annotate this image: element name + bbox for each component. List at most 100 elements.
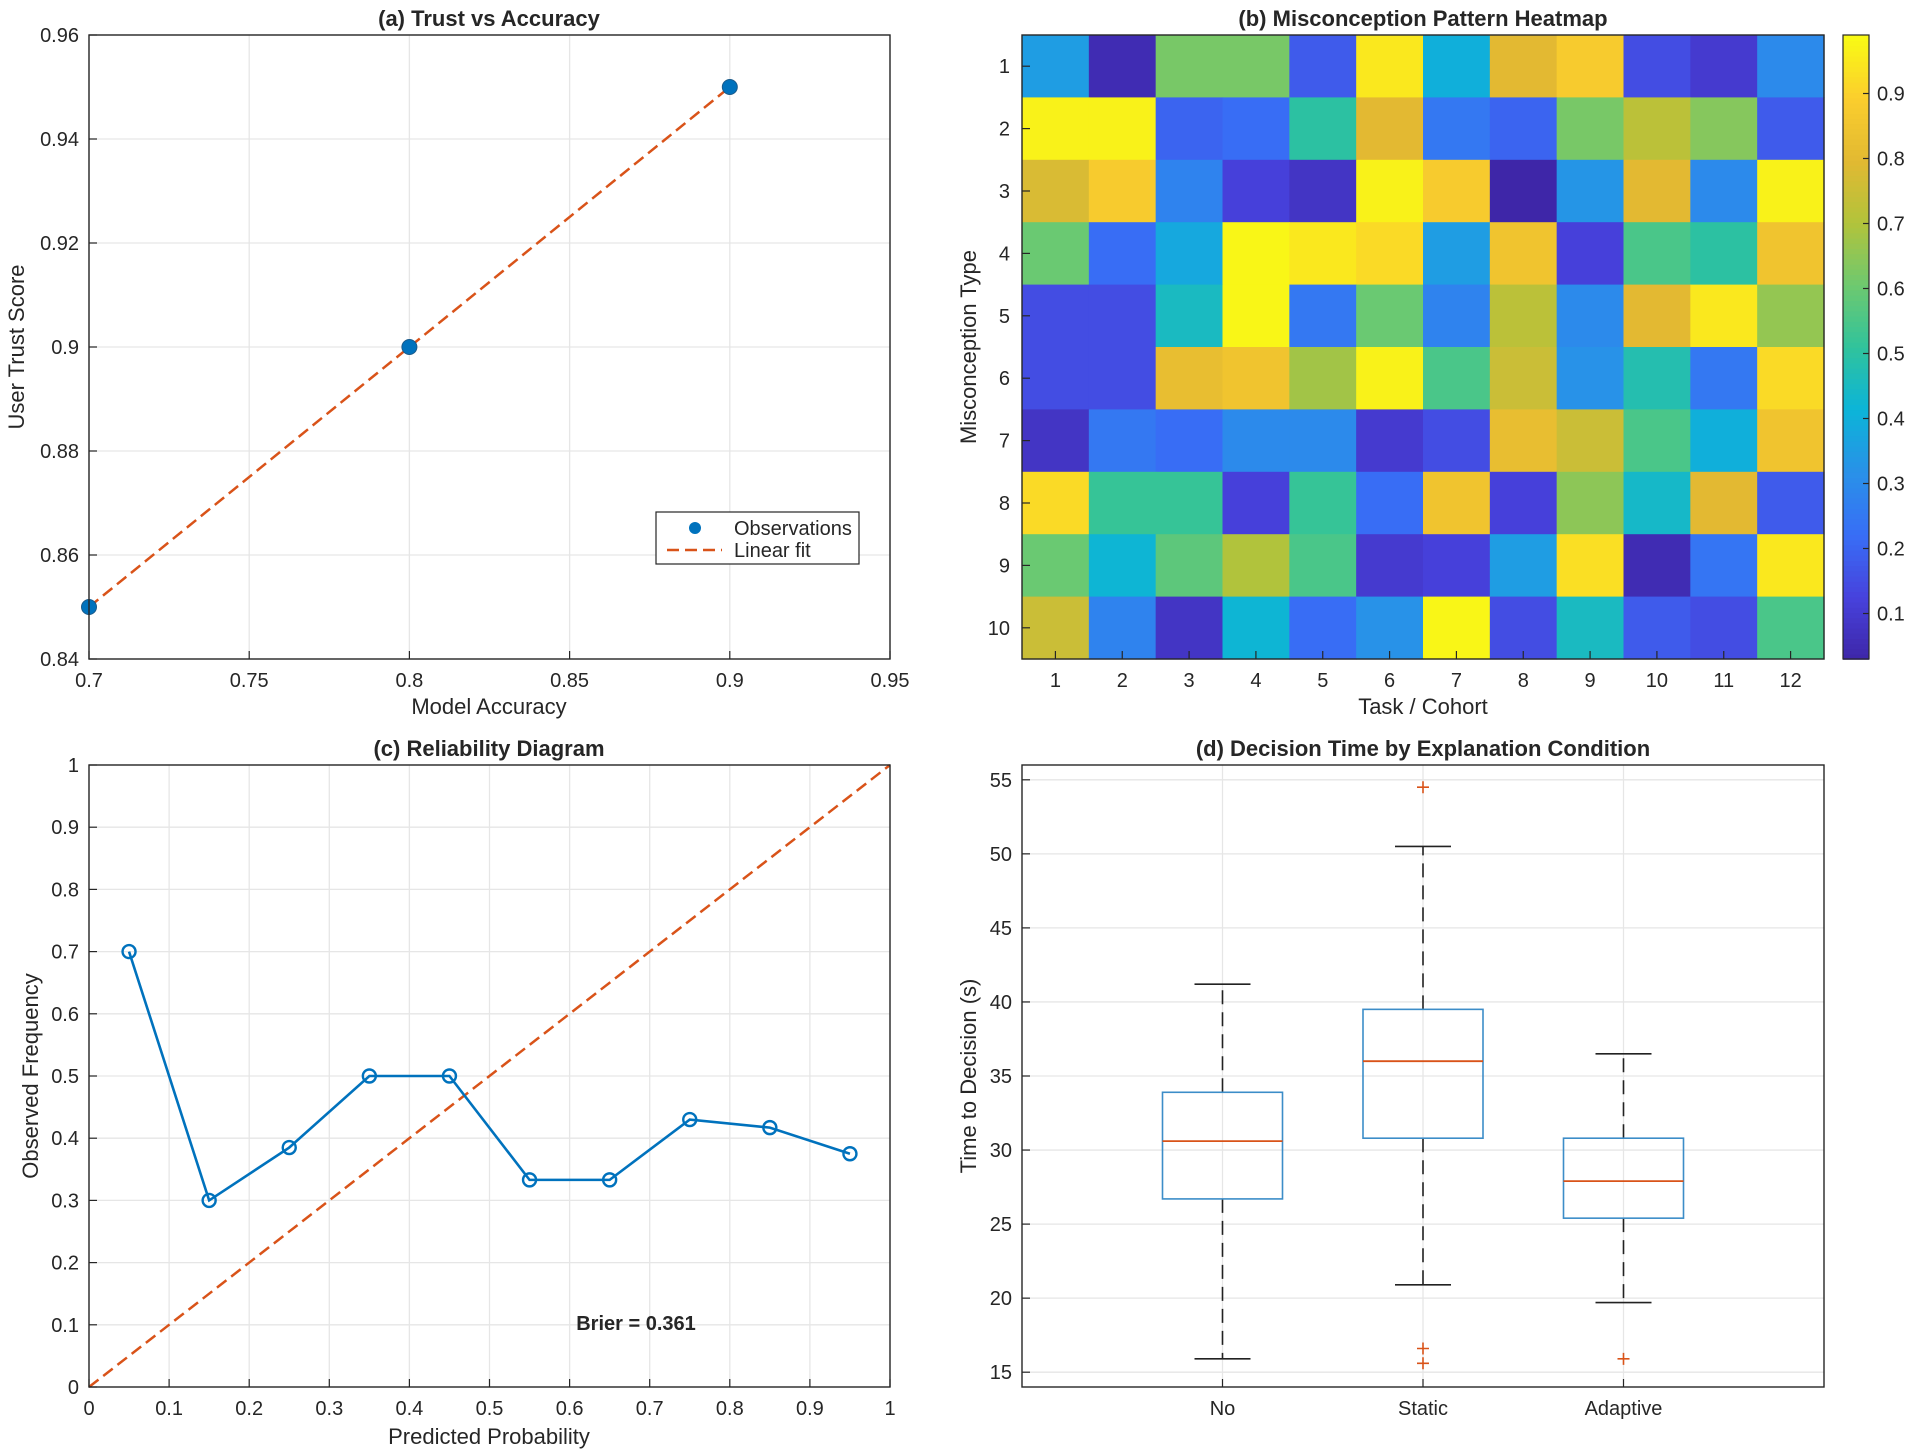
colorbar-segment [1843, 315, 1869, 322]
heatmap-cell [1489, 534, 1558, 598]
colorbar-segment [1843, 305, 1869, 312]
colorbar-segment [1843, 66, 1869, 73]
colorbar-segment [1843, 180, 1869, 187]
colorbar-segment [1843, 529, 1869, 535]
panel-d-ytick-label: 20 [990, 1288, 1012, 1310]
colorbar-segment [1843, 159, 1869, 166]
panel-misconception-heatmap: (b) Misconception Pattern Heatmap Task /… [956, 6, 1905, 719]
heatmap-cell [1623, 222, 1691, 286]
panel-c-title: (c) Reliability Diagram [373, 736, 604, 761]
panel-c-xlabel: Predicted Probability [388, 1424, 590, 1449]
colorbar-segment [1843, 61, 1869, 67]
heatmap-cell [1222, 222, 1290, 286]
heatmap-cell [1423, 471, 1491, 535]
colorbar-frame [1842, 34, 1870, 660]
panel-c-ytick-label: 0.5 [51, 1066, 79, 1088]
heatmap-cell [1356, 97, 1424, 161]
heatmap-cell [1088, 159, 1157, 223]
heatmap-cell [1556, 222, 1625, 286]
colorbar-segment [1843, 92, 1869, 99]
heatmap-cell [1556, 159, 1625, 223]
heatmap-cell [1356, 534, 1424, 598]
colorbar-segment [1843, 341, 1869, 348]
heatmap-cell [1556, 35, 1625, 98]
colorbar-segment [1843, 217, 1869, 223]
heatmap-cell [1022, 347, 1090, 410]
colorbar-segment [1843, 570, 1869, 577]
heatmap-cell [1556, 347, 1625, 410]
panel-b-xtick-label: 5 [1317, 670, 1328, 692]
panel-a-ytick-label: 0.86 [40, 545, 79, 567]
panel-a-xlabel: Model Accuracy [411, 694, 566, 719]
heatmap-cell [1222, 596, 1290, 660]
colorbar-segment [1843, 170, 1869, 177]
panel-b-xtick-label: 8 [1518, 670, 1529, 692]
panel-b-ylabel: Misconception Type [956, 250, 981, 444]
heatmap-cell [1757, 35, 1825, 98]
colorbar-segment [1843, 471, 1869, 478]
colorbar-segment [1843, 185, 1869, 192]
heatmap-cell [1356, 347, 1424, 410]
colorbar-segment [1843, 477, 1869, 483]
panel-d-ytick-label: 15 [990, 1362, 1012, 1384]
panel-b-xtick-label: 4 [1250, 670, 1261, 692]
colorbar-segment [1843, 269, 1869, 275]
heatmap-cell [1757, 97, 1825, 161]
heatmap-cell [1022, 35, 1090, 98]
panel-d-ytick-label: 40 [990, 992, 1012, 1014]
colorbar-segment [1843, 81, 1869, 88]
heatmap-cell [1356, 596, 1424, 660]
colorbar-segment [1843, 513, 1869, 520]
heatmap-cell [1489, 284, 1558, 348]
calibration-point [842, 1146, 858, 1162]
panel-b-xtick-label: 10 [1646, 670, 1668, 692]
heatmap-cell [1423, 534, 1491, 598]
panel-c-ytick-label: 0.2 [51, 1253, 79, 1275]
heatmap-cell [1289, 347, 1357, 410]
colorbar-segment [1843, 139, 1869, 145]
colorbar-segment [1843, 279, 1869, 286]
heatmap-cell [1623, 596, 1691, 660]
panel-a-ytick-label: 0.88 [40, 441, 79, 463]
panel-d-ytick-label: 50 [990, 844, 1012, 866]
heatmap-cell [1423, 35, 1491, 98]
heatmap-cell [1690, 471, 1758, 535]
calibration-point [682, 1111, 698, 1128]
panel-a-ytick-label: 0.84 [40, 649, 79, 671]
colorbar-segment [1843, 435, 1869, 442]
panel-c-ytick-label: 0.7 [51, 942, 79, 964]
colorbar-segment [1843, 113, 1869, 119]
panel-a-xtick-label: 0.8 [395, 670, 423, 692]
heatmap-cell [1623, 35, 1691, 98]
panel-c-ytick-label: 0.1 [51, 1315, 79, 1337]
colorbar-segment [1843, 55, 1869, 62]
colorbar-segment [1843, 154, 1869, 161]
heatmap-cell [1757, 471, 1825, 535]
heatmap-cell [1088, 471, 1157, 535]
panel-b-xtick-label: 12 [1779, 670, 1801, 692]
panel-d-ytick-label: 45 [990, 918, 1012, 940]
heatmap-cell [1289, 222, 1357, 286]
colorbar-segment [1843, 586, 1869, 593]
heatmap-cell [1556, 471, 1625, 535]
panel-b-ytick-label: 8 [999, 493, 1010, 515]
heatmap-cell [1289, 97, 1357, 161]
heatmap-cell [1556, 534, 1625, 598]
colorbar-segment [1843, 560, 1869, 567]
heatmap-cell [1289, 534, 1357, 598]
colorbar-segment [1843, 633, 1869, 639]
calibration-point [201, 1192, 217, 1209]
colorbar-segment [1843, 591, 1869, 598]
panel-c-ytick-label: 0 [68, 1377, 79, 1399]
panel-b-ytick-label: 6 [999, 368, 1010, 390]
colorbar-segment [1843, 310, 1869, 317]
panel-a-ylabel: User Trust Score [4, 264, 29, 429]
panel-c-ytick-label: 0.9 [51, 817, 79, 839]
panel-d-category-label: Adaptive [1585, 1398, 1663, 1420]
heatmap-cell [1356, 35, 1424, 98]
colorbar-segment [1843, 300, 1869, 307]
colorbar-segment [1843, 523, 1869, 530]
panel-c-xtick-label: 0.3 [315, 1398, 343, 1420]
panel-a-xtick-label: 0.85 [550, 670, 589, 692]
heatmap-cell [1690, 222, 1758, 286]
